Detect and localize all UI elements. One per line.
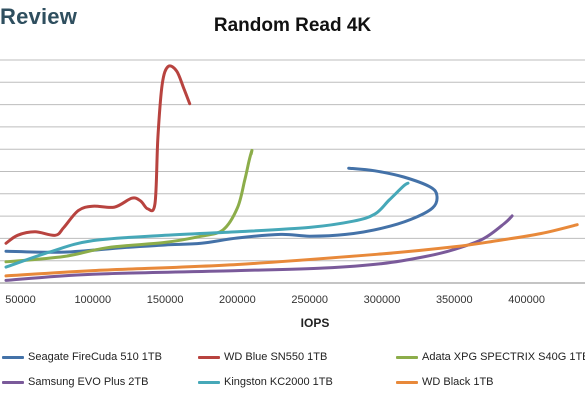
x-tick-label: 350000 [436,294,473,306]
x-tick-labels: 50000 100000 150000 200000 250000 300000 35000… [5,294,545,306]
x-tick-label: 150000 [147,294,184,306]
legend-item: WD Black 1TB [396,375,494,389]
legend-label: WD Black 1TB [422,376,494,389]
series-line [4,223,579,278]
legend-label: Samsung EVO Plus 2TB [28,376,149,389]
series-line [4,64,192,245]
legend-label: Adata XPG SPECTRIX S40G 1TB [422,351,585,364]
series-line [4,166,439,254]
x-tick-label: 250000 [291,294,328,306]
series-line [4,148,254,264]
legend-swatch [2,355,24,359]
legend-label: Seagate FireCuda 510 1TB [28,351,162,364]
y-gridlines [0,59,585,284]
series-line [4,181,410,269]
brand-logo: Review [0,4,78,29]
x-tick-label: 400000 [508,294,545,306]
series-lines [4,64,579,282]
legend-item: Adata XPG SPECTRIX S40G 1TB [396,350,585,364]
x-tick-label: 50000 [5,294,36,306]
legend-swatch [2,380,24,384]
legend-swatch [198,355,220,359]
chart-plot: 50000 100000 150000 200000 250000 300000 35000… [0,59,585,306]
x-tick-label: 200000 [219,294,256,306]
legend-swatch [198,380,220,384]
legend-label: WD Blue SN550 1TB [224,351,328,364]
legend-item: Kingston KC2000 1TB [198,375,333,389]
legend-item: Seagate FireCuda 510 1TB [2,350,162,364]
legend: Seagate FireCuda 510 1TB WD Blue SN550 1T… [0,348,585,398]
x-tick-label: 100000 [74,294,111,306]
chart-title: Random Read 4K [213,15,372,36]
legend-swatch [396,380,418,384]
series-line [4,214,514,282]
legend-item: Samsung EVO Plus 2TB [2,375,148,389]
legend-swatch [396,355,418,359]
legend-label: Kingston KC2000 1TB [224,376,333,389]
x-tick-label: 300000 [364,294,401,306]
x-axis-label: IOPS [300,316,330,330]
legend-item: WD Blue SN550 1TB [198,350,327,364]
